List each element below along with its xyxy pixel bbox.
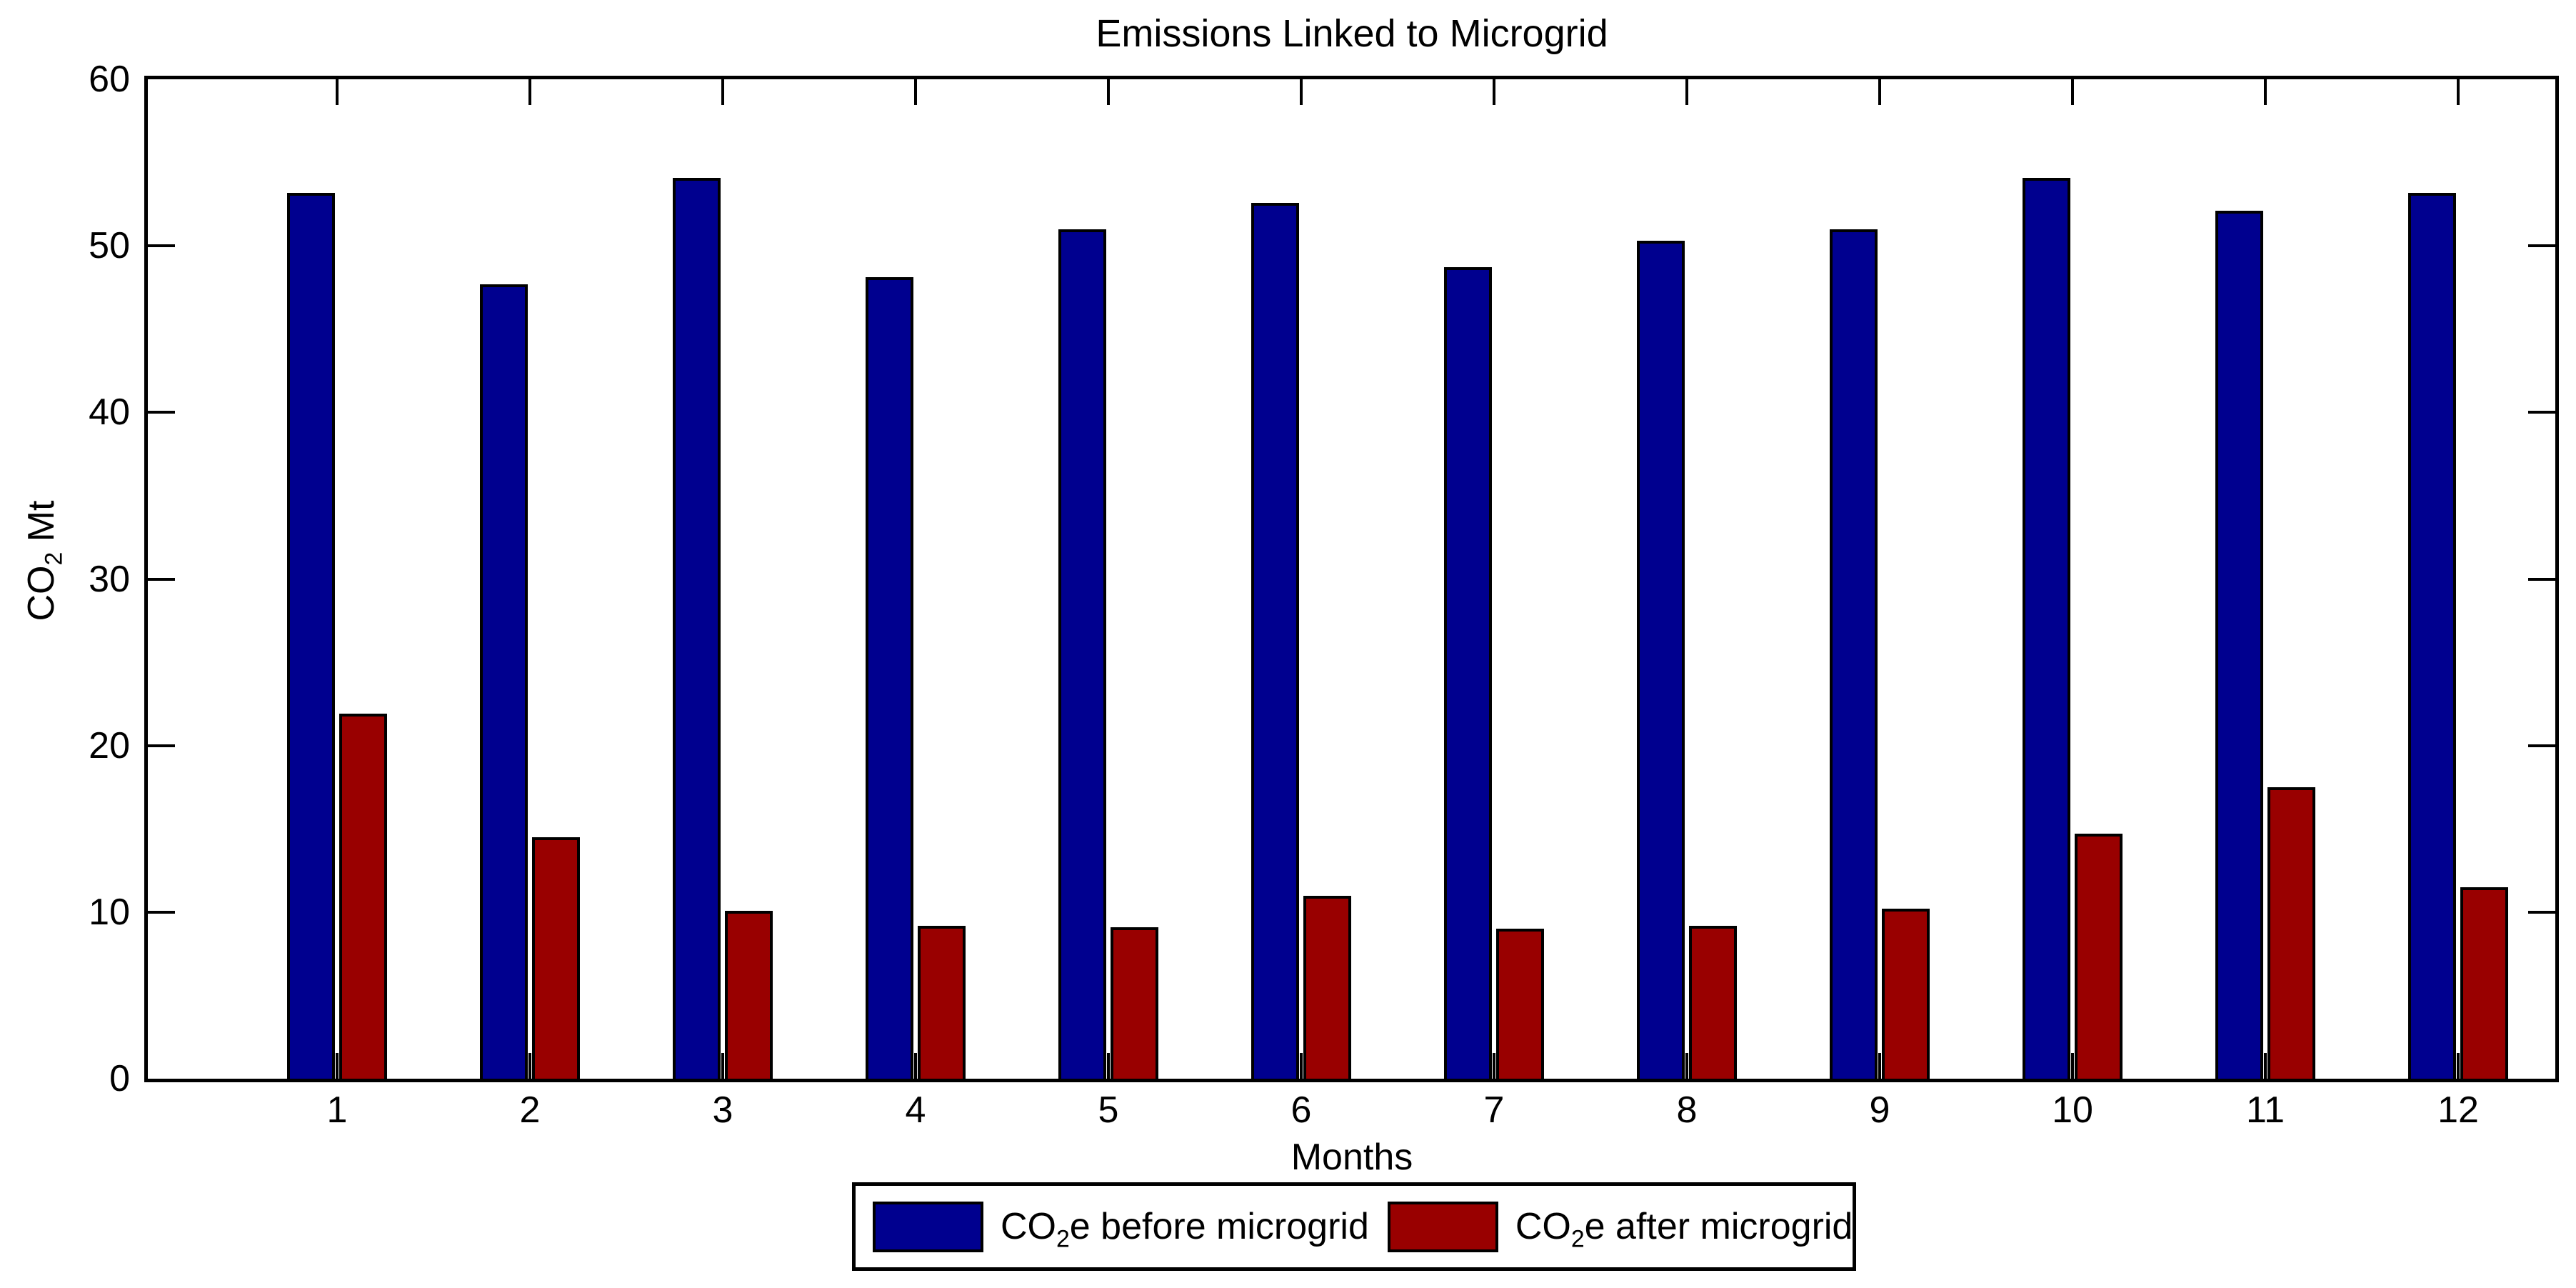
x-tick-mark-bottom	[336, 1053, 339, 1079]
y-tick-label: 30	[89, 558, 130, 600]
x-tick-mark-top	[1107, 79, 1110, 105]
bar-before-microgrid-month-8	[1637, 241, 1685, 1079]
x-tick-mark-top	[528, 79, 531, 105]
legend-entry-after: CO2e after microgrid	[1387, 1201, 1853, 1252]
bar-before-microgrid-month-7	[1444, 267, 1492, 1079]
legend-swatch-before-microgrid	[873, 1201, 983, 1252]
bar-before-microgrid-month-2	[480, 284, 528, 1079]
x-axis-label: Months	[1290, 1137, 1413, 1178]
x-tick-mark-top	[1685, 79, 1688, 105]
bar-before-microgrid-month-3	[673, 177, 721, 1079]
y-tick-label: 40	[89, 391, 130, 434]
bar-after-microgrid-month-5	[1111, 927, 1158, 1079]
chart-title: Emissions Linked to Microgrid	[1096, 12, 1608, 55]
y-tick-label: 10	[89, 891, 130, 933]
plot-area	[144, 76, 2559, 1082]
bar-after-microgrid-month-11	[2267, 787, 2315, 1079]
legend-label-before-suffix: e before microgrid	[1069, 1206, 1369, 1247]
x-tick-label: 1	[326, 1089, 348, 1131]
x-tick-mark-top	[914, 79, 917, 105]
x-tick-mark-bottom	[528, 1053, 531, 1079]
y-tick-mark-right	[2528, 411, 2555, 414]
x-tick-label: 2	[519, 1089, 541, 1131]
legend-label-before-prefix: CO	[1001, 1206, 1056, 1247]
bar-before-microgrid-month-11	[2215, 211, 2263, 1079]
x-tick-mark-bottom	[721, 1053, 724, 1079]
legend-label-before-subscript: 2	[1056, 1225, 1070, 1253]
y-tick-mark-left	[148, 244, 175, 248]
legend-label-after-suffix: e after microgrid	[1584, 1206, 1853, 1247]
x-tick-mark-bottom	[1685, 1053, 1688, 1079]
y-tick-label: 0	[109, 1058, 130, 1099]
x-tick-label: 7	[1483, 1089, 1505, 1131]
bar-before-microgrid-month-1	[287, 192, 335, 1079]
y-tick-mark-left	[148, 744, 175, 747]
x-tick-mark-top	[1878, 79, 1881, 105]
x-tick-mark-bottom	[2071, 1053, 2074, 1079]
x-tick-mark-top	[2457, 79, 2460, 105]
bar-after-microgrid-month-4	[918, 925, 966, 1079]
x-tick-mark-top	[1300, 79, 1303, 105]
y-tick-mark-right	[2528, 577, 2555, 581]
bar-after-microgrid-month-8	[1689, 925, 1737, 1079]
x-tick-mark-bottom	[1878, 1053, 1881, 1079]
x-tick-mark-bottom	[914, 1053, 917, 1079]
bar-after-microgrid-month-3	[725, 910, 773, 1079]
bar-after-microgrid-month-6	[1303, 895, 1351, 1079]
y-tick-label: 50	[89, 225, 130, 267]
x-tick-label: 6	[1290, 1089, 1312, 1131]
legend-swatch-after-microgrid	[1387, 1201, 1498, 1252]
x-tick-mark-bottom	[1107, 1053, 1110, 1079]
x-tick-label: 12	[2437, 1089, 2479, 1131]
bar-after-microgrid-month-12	[2460, 887, 2508, 1079]
x-tick-label: 5	[1098, 1089, 1119, 1131]
bar-after-microgrid-month-9	[1882, 909, 1930, 1079]
y-tick-mark-left	[148, 577, 175, 581]
x-tick-label: 8	[1676, 1089, 1698, 1131]
x-tick-label: 3	[712, 1089, 733, 1131]
legend-label-before-microgrid: CO2e before microgrid	[1001, 1206, 1369, 1251]
x-tick-label: 11	[2246, 1089, 2285, 1131]
y-tick-mark-left	[148, 411, 175, 414]
y-tick-mark-right	[2528, 744, 2555, 747]
y-tick-label: 60	[89, 59, 130, 100]
x-tick-label: 9	[1869, 1089, 1890, 1131]
x-tick-mark-top	[2071, 79, 2074, 105]
legend: CO2e before microgrid CO2e after microgr…	[852, 1182, 1856, 1271]
x-tick-mark-top	[1493, 79, 1495, 105]
bar-after-microgrid-month-10	[2075, 834, 2123, 1079]
legend-label-after-subscript: 2	[1570, 1225, 1585, 1253]
bar-after-microgrid-month-1	[339, 714, 387, 1079]
legend-label-after-microgrid: CO2e after microgrid	[1515, 1206, 1853, 1251]
y-axis-label-suffix: Mt	[21, 500, 62, 552]
bar-before-microgrid-month-5	[1058, 229, 1106, 1079]
bar-before-microgrid-month-6	[1251, 202, 1299, 1079]
bar-after-microgrid-month-7	[1496, 929, 1544, 1079]
x-tick-mark-bottom	[1300, 1053, 1303, 1079]
y-tick-mark-right	[2528, 244, 2555, 248]
x-tick-mark-top	[336, 79, 339, 105]
bar-after-microgrid-month-2	[532, 837, 580, 1079]
x-tick-mark-bottom	[1493, 1053, 1495, 1079]
x-tick-label: 4	[905, 1089, 926, 1131]
y-tick-label: 20	[89, 724, 130, 767]
y-tick-mark-left	[148, 910, 175, 914]
bar-before-microgrid-month-10	[2023, 177, 2070, 1079]
bar-before-microgrid-month-9	[1830, 229, 1878, 1079]
legend-entry-before: CO2e before microgrid	[873, 1201, 1369, 1252]
x-tick-mark-bottom	[2264, 1053, 2267, 1079]
x-tick-mark-top	[2264, 79, 2267, 105]
x-tick-label: 10	[2052, 1089, 2093, 1131]
legend-label-after-prefix: CO	[1515, 1206, 1571, 1247]
x-tick-mark-top	[721, 79, 724, 105]
bar-before-microgrid-month-4	[866, 277, 913, 1079]
y-tick-mark-right	[2528, 910, 2555, 914]
bar-before-microgrid-month-12	[2408, 192, 2456, 1079]
x-tick-mark-bottom	[2457, 1053, 2460, 1079]
